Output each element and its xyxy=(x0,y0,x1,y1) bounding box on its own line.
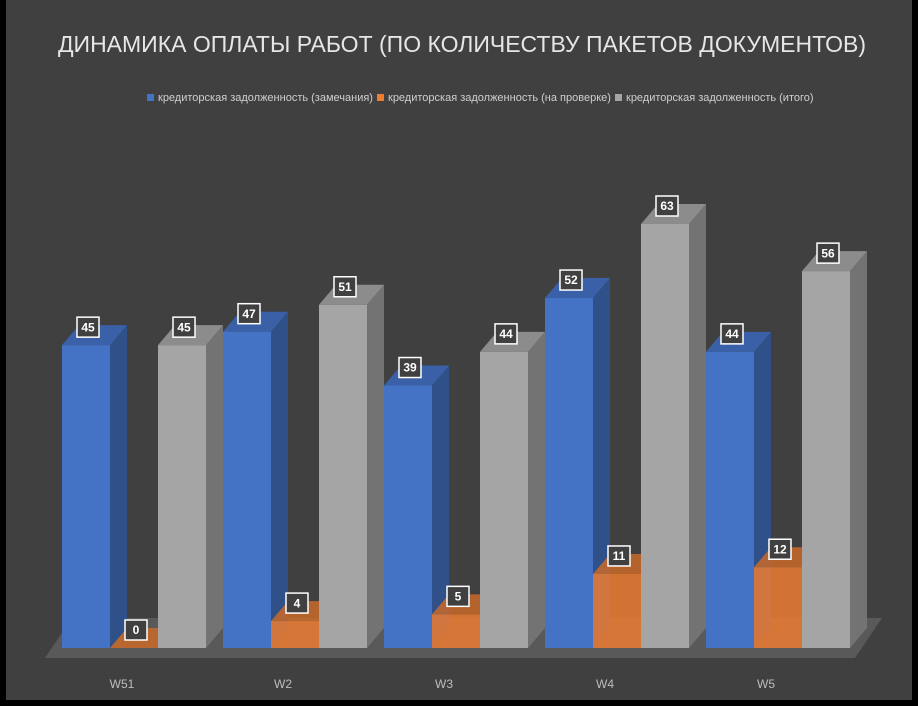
legend-label: кредиторская задолженность (на проверке) xyxy=(388,92,611,104)
data-label-box xyxy=(333,276,357,298)
bar-side xyxy=(850,251,867,648)
bar-side xyxy=(689,204,706,648)
bar-front xyxy=(545,298,593,648)
data-label: 5 xyxy=(455,590,462,604)
bar xyxy=(223,311,288,648)
data-label-box xyxy=(237,302,261,325)
bar xyxy=(802,251,867,648)
bar-front xyxy=(319,304,367,648)
data-label: 52 xyxy=(564,273,578,287)
bar xyxy=(545,278,610,648)
data-label: 0 xyxy=(133,623,140,637)
bar xyxy=(641,204,706,648)
x-tick-label: W4 xyxy=(596,677,614,691)
data-label-box xyxy=(768,538,792,560)
bar-front xyxy=(384,385,432,648)
data-label-box xyxy=(816,242,840,264)
bar-front xyxy=(754,567,802,648)
data-label: 63 xyxy=(660,199,674,213)
bar xyxy=(384,365,449,648)
data-label-box xyxy=(655,195,679,217)
legend-marker xyxy=(615,94,622,101)
data-label: 11 xyxy=(613,549,626,563)
data-label-box xyxy=(285,592,309,614)
data-label: 51 xyxy=(338,280,352,294)
bar-front xyxy=(432,614,480,648)
bar-side xyxy=(593,278,610,648)
bar xyxy=(319,284,384,648)
legend-label: кредиторская задолженность (замечания) xyxy=(158,92,373,104)
x-tick-label: W3 xyxy=(435,677,453,691)
data-label-box xyxy=(494,323,518,345)
x-tick-label: W5 xyxy=(757,677,775,691)
bar-side xyxy=(528,331,545,648)
chart-title: ДИНАМИКА ОПЛАТЫ РАБОТ (ПО КОЛИЧЕСТВУ ПАК… xyxy=(58,31,866,57)
bar-side xyxy=(271,311,288,648)
bar-front xyxy=(480,351,528,648)
data-label: 12 xyxy=(773,542,787,556)
bar-front xyxy=(802,271,850,648)
bar xyxy=(158,325,223,648)
data-label-box xyxy=(446,585,470,608)
x-tick-label: W2 xyxy=(274,677,292,691)
data-label: 56 xyxy=(821,246,835,260)
data-label: 44 xyxy=(725,327,739,341)
data-label-box xyxy=(172,316,196,338)
data-label-box xyxy=(607,545,631,567)
x-tick-label: W51 xyxy=(110,677,135,691)
bar xyxy=(480,331,545,648)
data-label-box xyxy=(398,356,422,379)
data-label: 39 xyxy=(403,361,417,375)
bar-front xyxy=(271,621,319,648)
data-label-box xyxy=(124,619,148,641)
legend-marker xyxy=(377,94,384,101)
bar-front xyxy=(641,224,689,648)
bar-front xyxy=(593,573,641,648)
bar-front xyxy=(706,351,754,648)
data-label: 45 xyxy=(81,320,95,334)
data-label: 47 xyxy=(242,307,256,321)
bar-side xyxy=(206,325,223,648)
data-label-box xyxy=(559,269,583,291)
bar-front xyxy=(223,331,271,648)
bar-side xyxy=(367,284,384,648)
legend-label: кредиторская задолженность (итого) xyxy=(626,92,814,104)
data-label: 45 xyxy=(177,320,191,334)
bar-side xyxy=(432,365,449,648)
bar-front xyxy=(158,345,206,648)
bar xyxy=(62,325,127,648)
legend-marker xyxy=(147,94,154,101)
data-label-box xyxy=(720,323,744,345)
data-label-box xyxy=(76,316,100,338)
bar-side xyxy=(110,325,127,648)
data-label: 44 xyxy=(499,327,513,341)
data-label: 4 xyxy=(294,596,301,610)
bar-front xyxy=(62,345,110,648)
